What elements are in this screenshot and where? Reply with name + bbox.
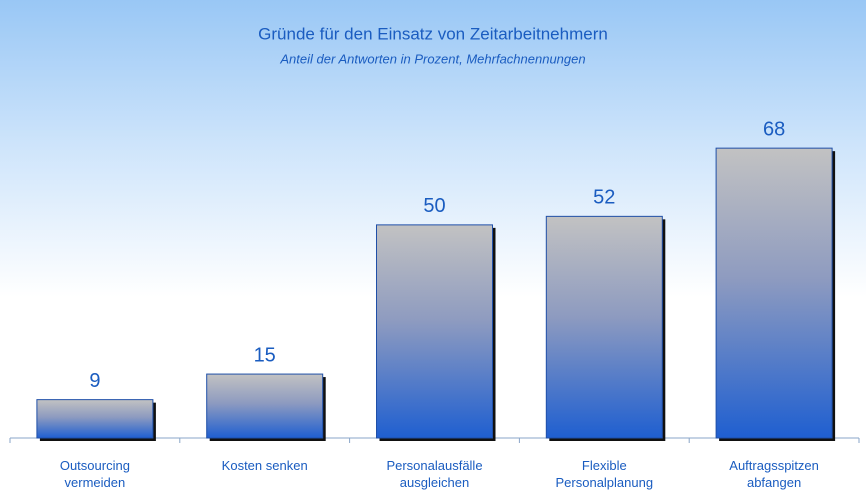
- bar: [545, 215, 663, 439]
- x-tick-label: Flexible Personalplanung: [555, 458, 654, 490]
- chart-title: Gründe für den Einsatz von Zeitarbeitneh…: [258, 24, 608, 43]
- bar: [715, 147, 833, 439]
- x-tick-label: Auftragsspitzen abfangen: [729, 458, 819, 490]
- x-tick-label: Personalausfälle ausgleichen: [386, 458, 483, 490]
- x-tick-label: Outsourcing vermeiden: [59, 458, 130, 490]
- chart-subtitle: Anteil der Antworten in Prozent, Mehrfac…: [279, 51, 585, 66]
- value-label: 68: [763, 118, 785, 140]
- value-label: 52: [593, 187, 615, 209]
- value-label: 15: [254, 344, 276, 366]
- bar: [376, 224, 493, 439]
- x-tick-label: Kosten senken: [221, 458, 308, 473]
- bar: [36, 399, 154, 439]
- value-label: 9: [89, 370, 100, 392]
- value-label: 50: [423, 195, 445, 217]
- bar: [206, 373, 324, 439]
